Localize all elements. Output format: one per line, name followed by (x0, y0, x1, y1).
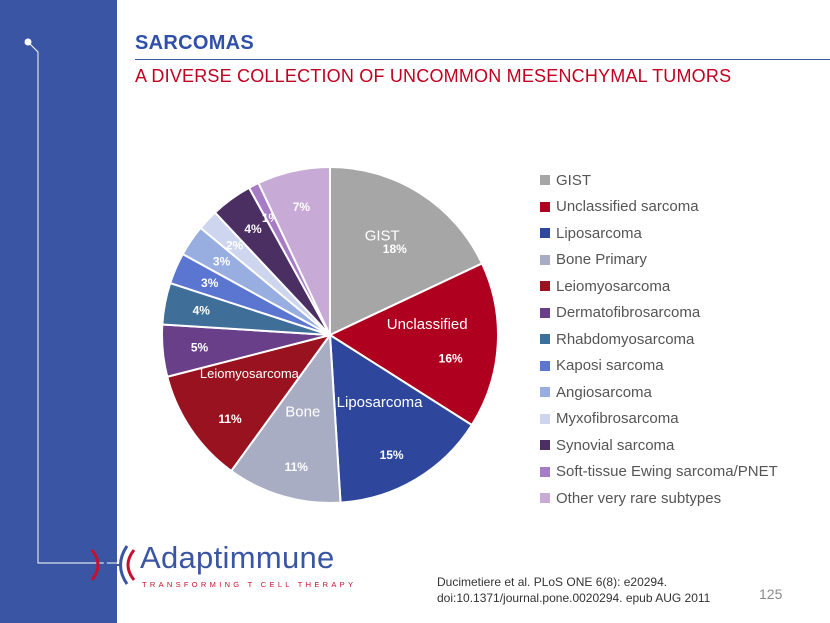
slice-percent-label: 4% (193, 303, 211, 317)
slice-percent-label: 4% (244, 222, 262, 236)
legend-swatch (540, 387, 550, 398)
slice-name-label: Bone (285, 404, 320, 421)
slice-name-label: Unclassified (387, 316, 468, 333)
legend-label: Bone Primary (556, 251, 647, 269)
legend-label: Other very rare subtypes (556, 489, 722, 507)
legend-item-soft-tissue-ewing-sarcoma-pnet: Soft-tissue Ewing sarcoma/PNET (540, 459, 778, 486)
legend-item-liposarcoma: Liposarcoma (540, 220, 778, 247)
legend-swatch (540, 360, 550, 371)
legend-item-unclassified-sarcoma: Unclassified sarcoma (540, 194, 778, 221)
pie-slice-unclassified-sarcoma (327, 262, 500, 427)
legend-label: Rhabdomyosarcoma (556, 330, 695, 348)
citation: Ducimetiere et al. PLoS ONE 6(8): e20294… (437, 574, 737, 606)
slice-percent-label: 15% (380, 448, 404, 462)
title-divider (135, 59, 830, 60)
citation-line-1: Ducimetiere et al. PLoS ONE 6(8): e20294… (437, 575, 668, 589)
legend-item-rhabdomyosarcoma: Rhabdomyosarcoma (540, 326, 778, 353)
legend-label: Angiosarcoma (556, 383, 652, 401)
legend-label: Synovial sarcoma (556, 436, 675, 454)
legend-label: GIST (556, 171, 592, 189)
legend-swatch (540, 413, 550, 424)
pie-slice-bone-primary (229, 332, 342, 505)
legend-swatch (540, 334, 550, 345)
legend-swatch (540, 228, 550, 239)
pie-slice-liposarcoma (328, 333, 474, 504)
pie-slice-other-very-rare-subtypes (257, 165, 331, 336)
legend-item-bone-primary: Bone Primary (540, 247, 778, 274)
legend-label: Soft-tissue Ewing sarcoma/PNET (556, 463, 778, 481)
slice-name-label: Liposarcoma (337, 394, 424, 411)
logo-wordmark: Adaptimmune (140, 540, 335, 575)
legend-item-synovial-sarcoma: Synovial sarcoma (540, 432, 778, 459)
legend-label: Liposarcoma (556, 224, 642, 242)
legend-label: Dermatofibrosarcoma (556, 304, 701, 322)
legend-item-angiosarcoma: Angiosarcoma (540, 379, 778, 406)
legend-swatch (540, 493, 550, 504)
legend-swatch (540, 175, 550, 186)
slice-percent-label: 3% (213, 254, 231, 268)
legend-label: Myxofibrosarcoma (556, 410, 679, 428)
legend-item-kaposi-sarcoma: Kaposi sarcoma (540, 353, 778, 380)
slice-percent-label: 2% (226, 238, 244, 252)
legend-swatch (540, 466, 550, 477)
legend-item-dermatofibrosarcoma: Dermatofibrosarcoma (540, 300, 778, 327)
citation-line-2: doi:10.1371/journal.pone.0020294. epub A… (437, 591, 711, 605)
slice-percent-label: 5% (191, 340, 209, 354)
legend-swatch (540, 281, 550, 292)
slice-percent-label: 3% (201, 276, 219, 290)
slice-percent-label: 18% (383, 242, 407, 256)
slice-percent-label: 7% (293, 200, 311, 214)
sidebar-decoration (24, 38, 133, 566)
legend-swatch (540, 201, 550, 212)
chart-legend: GIST Unclassified sarcoma Liposarcoma Bone … (540, 167, 778, 512)
slice-percent-label: 11% (218, 412, 242, 426)
legend-item-gist: GIST (540, 167, 778, 194)
logo-tagline: TRANSFORMING T CELL THERAPY (142, 580, 357, 589)
legend-item-myxofibrosarcoma: Myxofibrosarcoma (540, 406, 778, 433)
adaptimmune-logo: Adaptimmune TRANSFORMING T CELL THERAPY (88, 540, 358, 600)
slice-name-label: Leiomyosarcoma (200, 366, 300, 381)
legend-swatch (540, 440, 550, 451)
slice-name-label: GIST (365, 228, 400, 245)
pie-slice-gist (329, 165, 484, 337)
legend-label: Kaposi sarcoma (556, 357, 664, 375)
legend-label: Unclassified sarcoma (556, 198, 699, 216)
sidebar-band (0, 0, 117, 623)
legend-swatch (540, 254, 550, 265)
legend-item-other-very-rare-subtypes: Other very rare subtypes (540, 485, 778, 512)
logo-mark-icon (90, 545, 136, 585)
slice-percent-label: 16% (439, 352, 463, 366)
legend-item-leiomyosarcoma: Leiomyosarcoma (540, 273, 778, 300)
slide-title: SARCOMAS (135, 32, 255, 54)
pie-slice-leiomyosarcoma (166, 333, 333, 473)
page-number: 125 (759, 586, 783, 602)
legend-swatch (540, 307, 550, 318)
slice-percent-label: 11% (285, 460, 309, 474)
legend-label: Leiomyosarcoma (556, 277, 671, 295)
slide-subtitle: A DIVERSE COLLECTION OF UNCOMMON MESENCH… (135, 66, 732, 86)
